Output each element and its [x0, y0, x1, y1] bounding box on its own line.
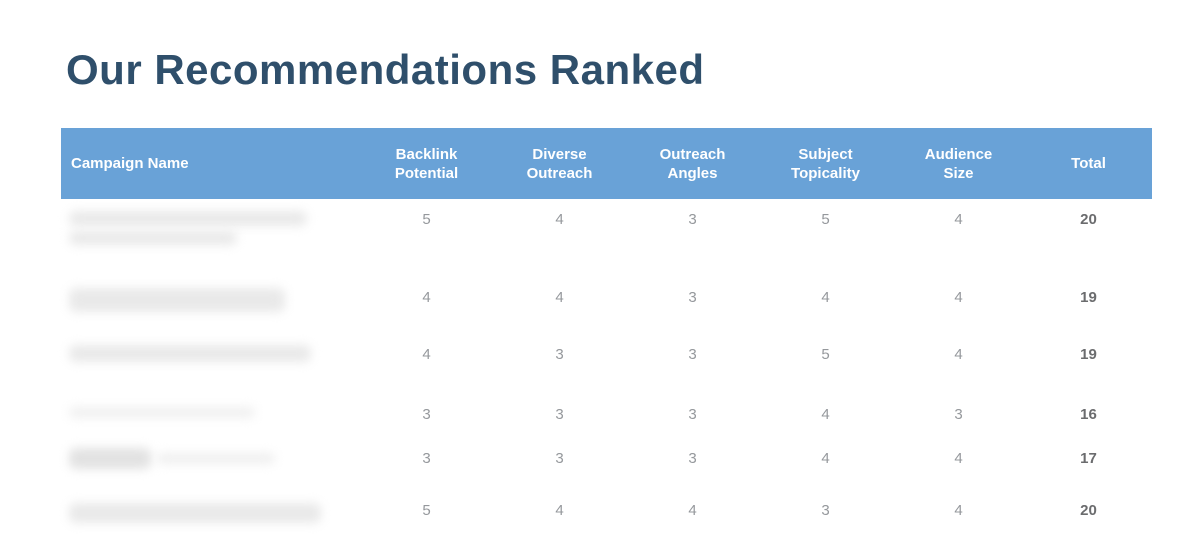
score-cell: 3 [422, 406, 431, 423]
campaign-name-cell [61, 277, 360, 334]
column-header-label: Angles [667, 164, 718, 182]
redacted-campaign-name [69, 503, 321, 523]
redacted-campaign-name [69, 211, 307, 226]
redacted-campaign-name [69, 407, 255, 418]
column-header-outreach-angles: Outreach Angles [626, 145, 759, 183]
score-cell: 4 [954, 289, 963, 306]
campaign-name-cell [61, 490, 360, 552]
column-header-diverse-outreach: Diverse Outreach [493, 145, 626, 183]
table-row: 4 4 3 4 4 19 [61, 277, 1152, 334]
recommendations-table: Campaign Name Backlink Potential Diverse… [61, 128, 1152, 552]
score-cell: 3 [954, 406, 963, 423]
score-cell: 4 [821, 450, 830, 467]
column-header-label: Size [943, 164, 974, 182]
score-cell: 4 [954, 502, 963, 519]
column-header-campaign-name: Campaign Name [61, 154, 360, 173]
column-header-label: Total [1071, 155, 1106, 172]
table-row: 3 3 3 4 4 17 [61, 438, 1152, 490]
redacted-campaign-name [69, 448, 151, 469]
score-cell: 4 [821, 289, 830, 306]
campaign-name-cell [61, 334, 360, 394]
score-cell: 4 [954, 346, 963, 363]
total-cell: 17 [1080, 450, 1097, 467]
score-cell: 4 [555, 211, 564, 228]
table-row: 3 3 3 4 3 16 [61, 394, 1152, 438]
score-cell: 3 [555, 346, 564, 363]
column-header-label: Diverse [532, 145, 587, 163]
score-cell: 4 [821, 406, 830, 423]
score-cell: 5 [422, 211, 431, 228]
score-cell: 4 [422, 346, 431, 363]
total-cell: 20 [1080, 211, 1097, 228]
column-header-backlink-potential: Backlink Potential [360, 145, 493, 183]
column-header-label: Outreach [659, 145, 726, 163]
column-header-label: Potential [394, 164, 459, 182]
column-header-total: Total [1025, 154, 1152, 173]
campaign-name-cell [61, 438, 360, 490]
column-header-label: Backlink [395, 145, 458, 163]
score-cell: 5 [422, 502, 431, 519]
score-cell: 3 [555, 450, 564, 467]
column-header-label: Campaign Name [71, 155, 189, 172]
redacted-campaign-name [69, 345, 311, 362]
column-header-label: Topicality [791, 164, 860, 182]
score-cell: 3 [555, 406, 564, 423]
score-cell: 3 [688, 211, 697, 228]
score-cell: 4 [555, 502, 564, 519]
total-cell: 16 [1080, 406, 1097, 423]
column-header-label: Audience [924, 145, 993, 163]
column-header-label: Outreach [526, 164, 593, 182]
score-cell: 4 [422, 289, 431, 306]
score-cell: 3 [422, 450, 431, 467]
score-cell: 3 [688, 289, 697, 306]
total-cell: 19 [1080, 346, 1097, 363]
score-cell: 4 [954, 211, 963, 228]
score-cell: 4 [954, 450, 963, 467]
column-header-label: Subject [798, 145, 853, 163]
score-cell: 3 [688, 346, 697, 363]
redacted-campaign-name [69, 288, 285, 312]
score-cell: 3 [688, 450, 697, 467]
redacted-campaign-name [69, 231, 237, 245]
total-cell: 20 [1080, 502, 1097, 519]
score-cell: 3 [688, 406, 697, 423]
table-header-row: Campaign Name Backlink Potential Diverse… [61, 128, 1152, 199]
redacted-campaign-name [157, 453, 275, 464]
campaign-name-cell [61, 199, 360, 277]
table-row: 4 3 3 5 4 19 [61, 334, 1152, 394]
column-header-audience-size: Audience Size [892, 145, 1025, 183]
score-cell: 5 [821, 211, 830, 228]
campaign-name-cell [61, 394, 360, 438]
score-cell: 3 [821, 502, 830, 519]
score-cell: 5 [821, 346, 830, 363]
score-cell: 4 [688, 502, 697, 519]
page-title: Our Recommendations Ranked [66, 46, 705, 93]
score-cell: 4 [555, 289, 564, 306]
column-header-subject-topicality: Subject Topicality [759, 145, 892, 183]
total-cell: 19 [1080, 289, 1097, 306]
table-row: 5 4 3 5 4 20 [61, 199, 1152, 277]
table-row: 5 4 4 3 4 20 [61, 490, 1152, 552]
